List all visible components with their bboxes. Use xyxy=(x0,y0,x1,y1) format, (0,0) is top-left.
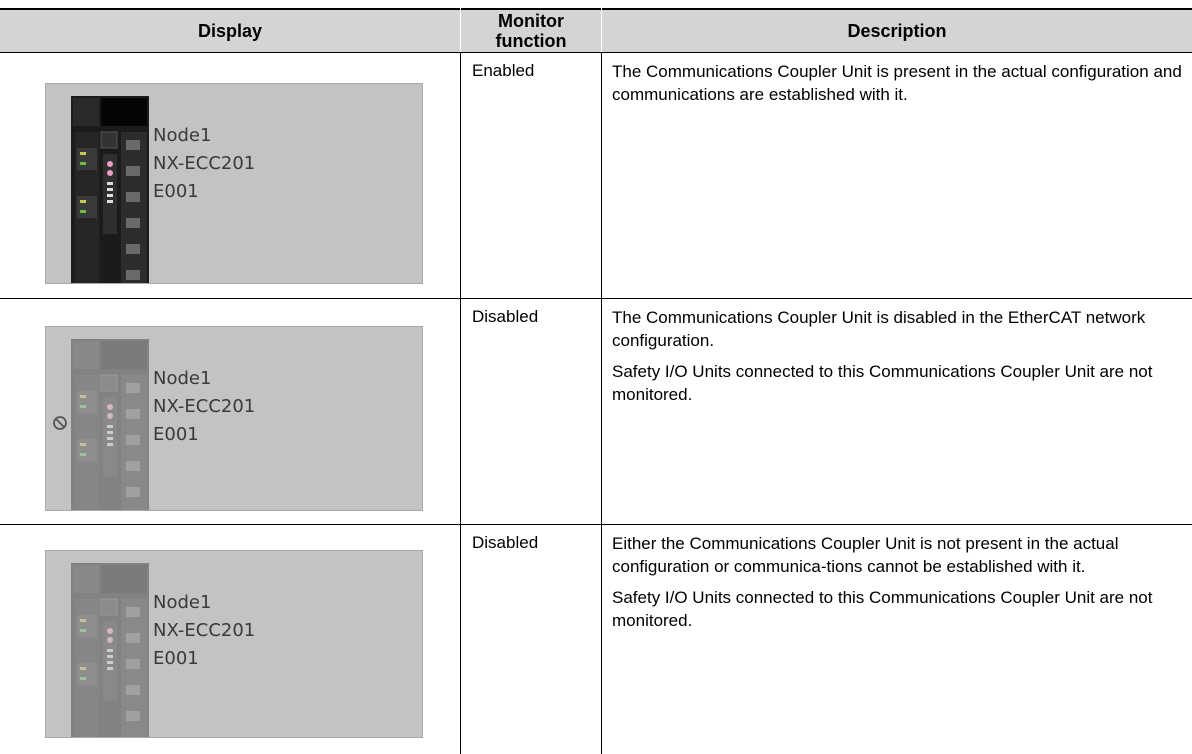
description-paragraph: Safety I/O Units connected to this Commu… xyxy=(612,588,1153,630)
description-paragraph: The Communications Coupler Unit is disab… xyxy=(612,308,1146,350)
device-icon xyxy=(71,96,149,283)
monitor-function: Disabled xyxy=(472,307,539,326)
description: The Communications Coupler Unit is disab… xyxy=(612,306,1184,414)
node-text: Node1 NX-ECC201 E001 xyxy=(153,589,255,673)
header-description: Description xyxy=(602,8,1192,52)
node-display: Node1 NX-ECC201 E001 xyxy=(45,550,423,738)
column-rule xyxy=(601,524,602,754)
column-rule xyxy=(460,52,461,298)
header-display: Display xyxy=(0,8,460,52)
description-paragraph: The Communications Coupler Unit is prese… xyxy=(612,62,1182,104)
row-rule xyxy=(0,524,1192,525)
header-rule xyxy=(0,52,1192,53)
node-line: Node1 xyxy=(153,592,212,613)
node-display: Node1 NX-ECC201 E001 xyxy=(45,83,423,284)
node-text: Node1 NX-ECC201 E001 xyxy=(153,122,255,206)
description-paragraph: Either the Communications Coupler Unit i… xyxy=(612,534,1119,576)
node-line: E001 xyxy=(153,424,199,445)
header-function: Monitor function xyxy=(461,8,601,52)
monitor-function: Enabled xyxy=(472,61,535,80)
node-line: NX-ECC201 xyxy=(153,396,256,417)
node-line: E001 xyxy=(153,181,199,202)
node-line: Node1 xyxy=(153,125,212,146)
column-rule xyxy=(601,298,602,524)
node-text: Node1 NX-ECC201 E001 xyxy=(153,365,255,449)
disabled-icon xyxy=(52,415,68,436)
node-display: Node1 NX-ECC201 E001 xyxy=(45,326,423,511)
column-rule xyxy=(601,52,602,298)
device xyxy=(71,339,149,510)
device-icon xyxy=(71,563,149,737)
description: The Communications Coupler Unit is prese… xyxy=(612,60,1184,114)
node-line: NX-ECC201 xyxy=(153,620,256,641)
monitor-function: Disabled xyxy=(472,533,539,552)
description-paragraph: Safety I/O Units connected to this Commu… xyxy=(612,362,1153,404)
node-line: NX-ECC201 xyxy=(153,153,256,174)
row-rule xyxy=(0,298,1192,299)
device xyxy=(71,96,149,283)
column-rule xyxy=(460,524,461,754)
device-icon xyxy=(71,339,149,510)
node-line: E001 xyxy=(153,648,199,669)
column-rule xyxy=(460,298,461,524)
device xyxy=(71,563,149,737)
description: Either the Communications Coupler Unit i… xyxy=(612,532,1184,640)
node-line: Node1 xyxy=(153,368,212,389)
